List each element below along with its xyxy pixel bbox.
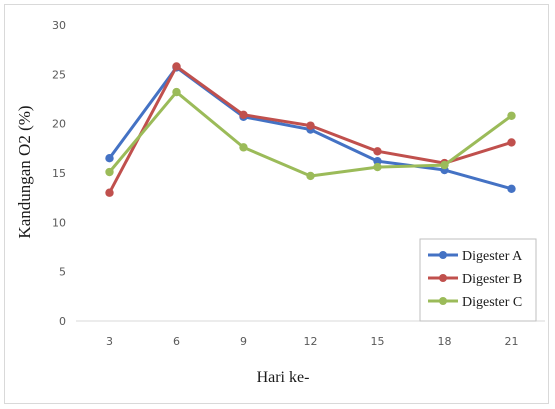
data-point (105, 167, 114, 177)
y-tick-label: 10 (52, 216, 66, 229)
data-point (172, 62, 181, 71)
y-tick-label: 5 (59, 266, 66, 279)
legend-item: Digester A (428, 249, 523, 264)
y-tick-label: 20 (52, 118, 66, 131)
data-point (306, 171, 315, 181)
legend: Digester A Digester B Digester C (419, 238, 537, 322)
y-tick-label: 25 (52, 68, 66, 81)
legend-box (419, 238, 537, 322)
legend-label: Digester A (462, 249, 523, 264)
x-tick-label: 21 (505, 335, 519, 348)
y-tick-label: 0 (59, 315, 66, 328)
legend-swatch-marker (439, 274, 447, 282)
data-point (507, 184, 516, 193)
legend-item: Digester B (428, 272, 522, 287)
chart-frame (4, 4, 549, 404)
y-axis-ticks: 0 5 10 15 20 25 30 (52, 19, 66, 328)
legend-label: Digester B (462, 272, 522, 287)
data-point (440, 160, 449, 170)
data-point (373, 156, 382, 166)
x-tick-label: 15 (371, 335, 385, 348)
x-axis-title: Hari ke- (257, 369, 310, 386)
x-tick-label: 9 (240, 335, 247, 348)
data-point (105, 154, 114, 163)
x-tick-label: 18 (438, 335, 452, 348)
x-tick-label: 12 (304, 335, 318, 348)
x-tick-label: 3 (106, 335, 113, 348)
x-axis-ticks: 3 6 9 12 15 18 21 (106, 335, 519, 348)
series-layer (105, 62, 516, 197)
data-point (373, 162, 382, 172)
y-tick-label: 15 (52, 167, 66, 180)
data-point (239, 143, 248, 152)
data-point (306, 121, 315, 130)
data-point (239, 110, 248, 119)
legend-swatch-marker (439, 297, 447, 305)
y-tick-label: 30 (52, 19, 66, 32)
series-digester-c (105, 87, 516, 181)
x-tick-label: 6 (173, 335, 180, 348)
data-point (172, 87, 181, 97)
data-point (507, 138, 516, 147)
data-point (105, 188, 114, 197)
legend-label: Digester C (462, 295, 522, 310)
series-line (108, 90, 513, 178)
data-point (507, 111, 516, 120)
legend-swatch-marker (439, 251, 447, 259)
data-point (373, 147, 382, 156)
legend-item: Digester C (428, 295, 522, 310)
y-axis-title: Kandungan O2 (%) (15, 105, 34, 238)
